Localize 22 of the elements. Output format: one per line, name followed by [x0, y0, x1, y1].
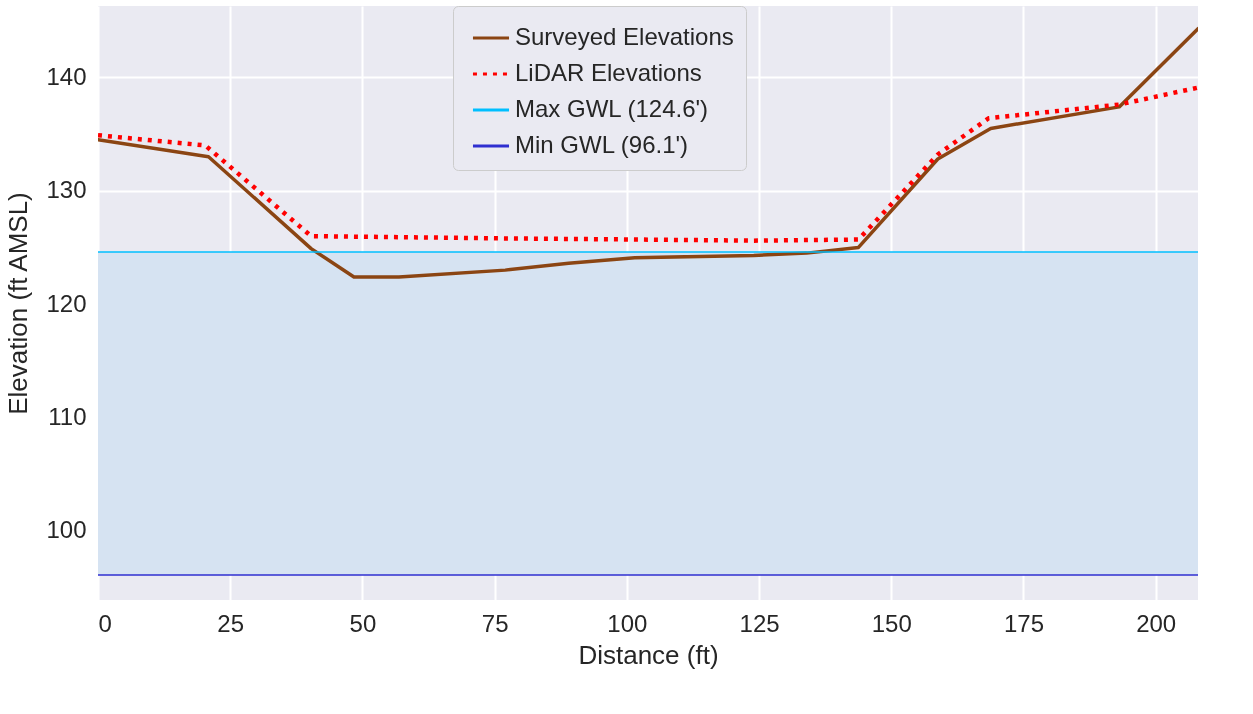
- x-axis-title: Distance (ft): [578, 639, 719, 670]
- legend-label: Max GWL (124.6'): [515, 95, 709, 122]
- y-tick-label: 100: [46, 516, 87, 544]
- x-tick-label: 175: [1003, 609, 1044, 637]
- y-tick-label: 140: [46, 62, 87, 90]
- line-series: [98, 26, 1198, 279]
- y-tick-label: 130: [46, 176, 87, 204]
- legend-label: Min GWL (96.1'): [515, 131, 689, 158]
- y-axis-title: Elevation (ft AMSL): [3, 192, 34, 415]
- x-tick-label: 200: [1136, 609, 1177, 637]
- legend-label: Surveyed Elevations: [515, 23, 734, 50]
- x-tick-label: 50: [349, 609, 377, 637]
- legend-label: LiDAR Elevations: [515, 59, 702, 86]
- y-tick-label: 110: [48, 402, 87, 430]
- y-tick-label: 120: [46, 289, 87, 317]
- x-tick-label: 100: [607, 609, 648, 637]
- x-tick-label: 0: [98, 609, 112, 637]
- x-tick-label: 25: [217, 609, 245, 637]
- x-tick-label: 125: [739, 609, 780, 637]
- x-tick-label: 75: [481, 609, 509, 637]
- line-series: [98, 85, 1198, 243]
- x-tick-label: 150: [871, 609, 912, 637]
